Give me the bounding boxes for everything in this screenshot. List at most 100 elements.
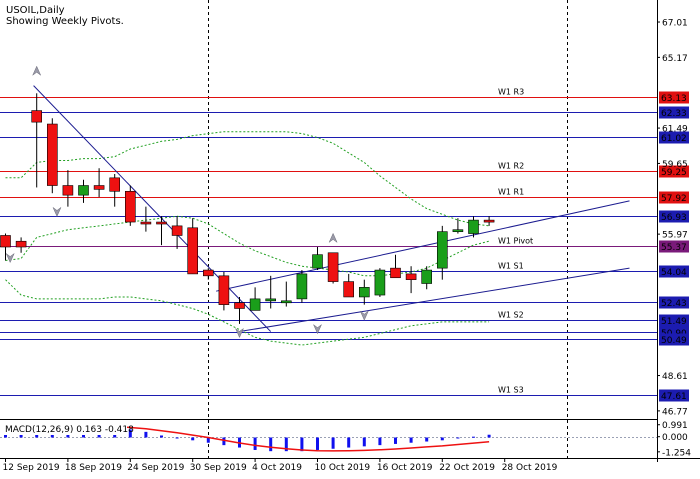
time-tick-label: 28 Oct 2019 xyxy=(502,463,558,473)
fractal-down-arrow xyxy=(52,206,62,218)
price-tag-box xyxy=(659,314,689,327)
macd-histogram-bar xyxy=(362,437,366,447)
macd-histogram-bar xyxy=(222,437,226,446)
bearish-candle xyxy=(15,240,27,248)
trend-line xyxy=(239,267,630,333)
fractal-down-arrow xyxy=(234,327,245,339)
bullish-candle xyxy=(249,298,261,311)
pivot-label: W1 R3 xyxy=(498,88,524,97)
time-tick-label: 12 Sep 2019 xyxy=(3,463,60,473)
fractal-down-arrow xyxy=(312,323,323,335)
time-tick-label: 22 Oct 2019 xyxy=(439,463,495,473)
macd-label-background xyxy=(3,423,127,435)
macd-histogram-bar xyxy=(394,437,397,444)
price-tick-label: 55.97 xyxy=(662,231,688,241)
bearish-candle xyxy=(125,190,136,223)
price-tag-box xyxy=(659,296,689,309)
price-tick-label: 48.61 xyxy=(662,372,688,382)
price-tag-label: 50.49 xyxy=(661,336,687,346)
bullish-candle xyxy=(265,298,277,302)
bullish-candle xyxy=(280,300,292,304)
price-tag-box xyxy=(659,265,689,278)
macd-indicator-label: MACD(12,26,9) 0.163 -0.418 xyxy=(5,425,134,435)
fractal-down-arrow xyxy=(359,310,369,321)
price-tag-label: 47.61 xyxy=(661,392,687,402)
price-tick-label: 65.17 xyxy=(662,54,688,64)
chart-subtitle: Showing Weekly Pivots. xyxy=(6,16,124,27)
bearish-candle xyxy=(234,302,245,309)
bearish-candle xyxy=(109,177,120,192)
price-tag-box xyxy=(659,191,689,204)
trend-line xyxy=(215,200,630,292)
time-tick-label: 16 Oct 2019 xyxy=(377,463,433,473)
time-tick-label: 10 Oct 2019 xyxy=(315,463,371,473)
envelope-middle-line xyxy=(5,215,490,277)
bearish-candle xyxy=(62,185,74,196)
bullish-candle xyxy=(436,231,448,269)
macd-histogram-bar xyxy=(456,437,460,439)
price-tag-box xyxy=(659,210,689,223)
pivot-label: W1 Pivot xyxy=(498,237,533,246)
pivot-label: W1 S1 xyxy=(498,262,524,271)
fractal-down-arrow xyxy=(5,252,15,264)
macd-histogram-bar xyxy=(160,435,163,438)
bearish-candle xyxy=(405,273,417,280)
price-tag-label: 52.43 xyxy=(661,299,687,309)
price-tag-label: 61.02 xyxy=(661,134,687,144)
bearish-candle xyxy=(483,219,495,223)
trend-line xyxy=(33,85,272,332)
bearish-candle xyxy=(171,225,183,236)
bullish-candle xyxy=(358,287,370,298)
macd-histogram-bar xyxy=(347,437,351,448)
bearish-candle xyxy=(0,235,11,248)
price-tag-box xyxy=(659,333,689,346)
price-tick-label: 59.65 xyxy=(662,160,688,170)
price-tag-label: 62.33 xyxy=(661,109,687,119)
bearish-candle xyxy=(46,123,58,186)
price-tag-label: 57.92 xyxy=(661,194,687,204)
macd-histogram-bar xyxy=(175,437,179,439)
bearish-candle xyxy=(93,185,105,190)
macd-histogram-bar xyxy=(128,429,132,438)
macd-histogram-bar xyxy=(378,437,382,446)
price-tag-label: 63.13 xyxy=(661,94,687,104)
macd-histogram-bar xyxy=(409,437,413,443)
bullish-candle xyxy=(296,273,308,300)
price-tick-label: 46.77 xyxy=(662,407,688,417)
macd-histogram-bar xyxy=(472,436,475,438)
macd-histogram-bar xyxy=(425,437,429,442)
price-tag-box xyxy=(659,240,689,253)
macd-histogram-bar xyxy=(191,437,195,441)
macd-histogram-bar xyxy=(316,437,319,450)
macd-histogram-bar xyxy=(331,437,335,449)
price-tag-box xyxy=(659,165,689,178)
macd-histogram-bar xyxy=(487,434,491,438)
price-tag-label: 51.49 xyxy=(661,317,687,327)
macd-tick-label: -1.254 xyxy=(662,448,691,458)
macd-histogram-bar xyxy=(284,437,288,452)
bearish-candle xyxy=(31,110,43,123)
macd-histogram-bar xyxy=(206,437,210,443)
bearish-candle xyxy=(390,267,401,279)
bearish-candle xyxy=(218,275,230,305)
envelope-upper-line xyxy=(5,131,490,227)
time-tick-label: 24 Sep 2019 xyxy=(127,463,184,473)
price-tick-label: 61.49 xyxy=(662,125,688,135)
price-tag-label: 55.37 xyxy=(661,243,687,253)
time-tick-label: 4 Oct 2019 xyxy=(252,463,302,473)
macd-histogram-bar xyxy=(440,437,444,441)
bearish-candle xyxy=(327,252,339,282)
price-tag-box xyxy=(659,131,689,144)
chart-symbol-title: USOIL,Daily xyxy=(6,5,65,16)
price-tag-box xyxy=(659,106,689,119)
time-tick-label: 18 Sep 2019 xyxy=(65,463,122,473)
macd-histogram-bar xyxy=(253,437,257,450)
price-tag-box xyxy=(659,91,689,104)
price-tick-label: 67.01 xyxy=(662,19,688,29)
price-tag-box xyxy=(659,389,689,402)
price-tag-label: 56.93 xyxy=(661,213,687,223)
macd-histogram-bar xyxy=(300,437,304,452)
bullish-candle xyxy=(452,229,464,233)
